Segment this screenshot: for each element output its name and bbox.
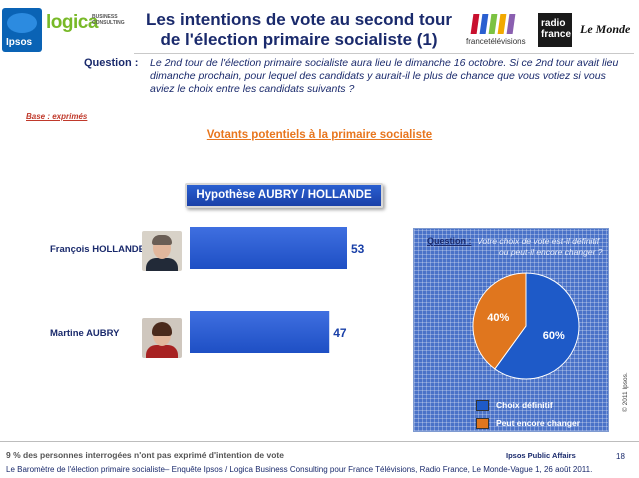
footer-divider: [0, 441, 639, 442]
hypothesis-box: Hypothèse AUBRY / HOLLANDE: [185, 183, 383, 208]
page-number: 18: [616, 452, 625, 461]
logica-logo: logica BUSINESS CONSULTING: [46, 12, 125, 33]
chart-subtitle: Votants potentiels à la primaire sociali…: [206, 129, 433, 141]
candidate-label: François HOLLANDE: [50, 244, 145, 255]
radio-france-logo: radio france: [538, 13, 572, 47]
title-line-2: de l'élection primaire socialiste (1): [160, 30, 438, 49]
candidate-label: Martine AUBRY: [50, 328, 120, 339]
header-divider: [134, 53, 634, 54]
pie-legend: Choix définitif Peut encore changer: [476, 396, 580, 432]
footnote: 9 % des personnes interrogées n'ont pas …: [6, 450, 284, 460]
legend-swatch-change: [476, 417, 489, 429]
base-note: Base : exprimés: [26, 112, 88, 121]
hollande-photo: [142, 231, 182, 271]
pie-value-label: 60%: [543, 330, 565, 342]
footer-source: Le Baromètre de l'élection primaire soci…: [6, 465, 593, 474]
legend-item-definitive: Choix définitif: [476, 396, 580, 414]
panel-question-label: Question :: [427, 236, 472, 246]
title-line-1: Les intentions de vote au second tour: [145, 10, 453, 29]
legend-item-change: Peut encore changer: [476, 414, 580, 432]
footer-brand: Ipsos Public Affairs: [506, 451, 576, 460]
question-label: Question :: [84, 57, 139, 69]
bar-aubry: [190, 311, 330, 353]
aubry-photo: [142, 318, 182, 358]
panel-question-text: Votre choix de vote est-il définitif ou …: [477, 236, 603, 257]
francetelevisions-logo: francetélévisions: [466, 14, 526, 54]
vote-certainty-pie: 60% 40%: [472, 272, 580, 380]
page-title: Les intentions de vote au second tour de…: [134, 10, 464, 50]
bar-hollande: [190, 227, 347, 269]
question-text: Le 2nd tour de l'élection primaire socia…: [150, 57, 619, 95]
legend-swatch-definitive: [476, 399, 489, 411]
ipsos-logo: Ipsos: [2, 8, 42, 52]
vote-bar-chart: François HOLLANDE 53 Martine AUBRY 47: [50, 227, 365, 353]
bar-value-label: 47: [333, 326, 347, 340]
le-monde-logo: Le Monde: [580, 22, 631, 36]
pie-value-label: 40%: [487, 312, 509, 324]
copyright: © 2011 Ipsos.: [622, 372, 629, 412]
bar-value-label: 53: [351, 242, 365, 256]
pie-slice-change: [472, 272, 527, 370]
pie-slice-definitive: [494, 272, 580, 380]
